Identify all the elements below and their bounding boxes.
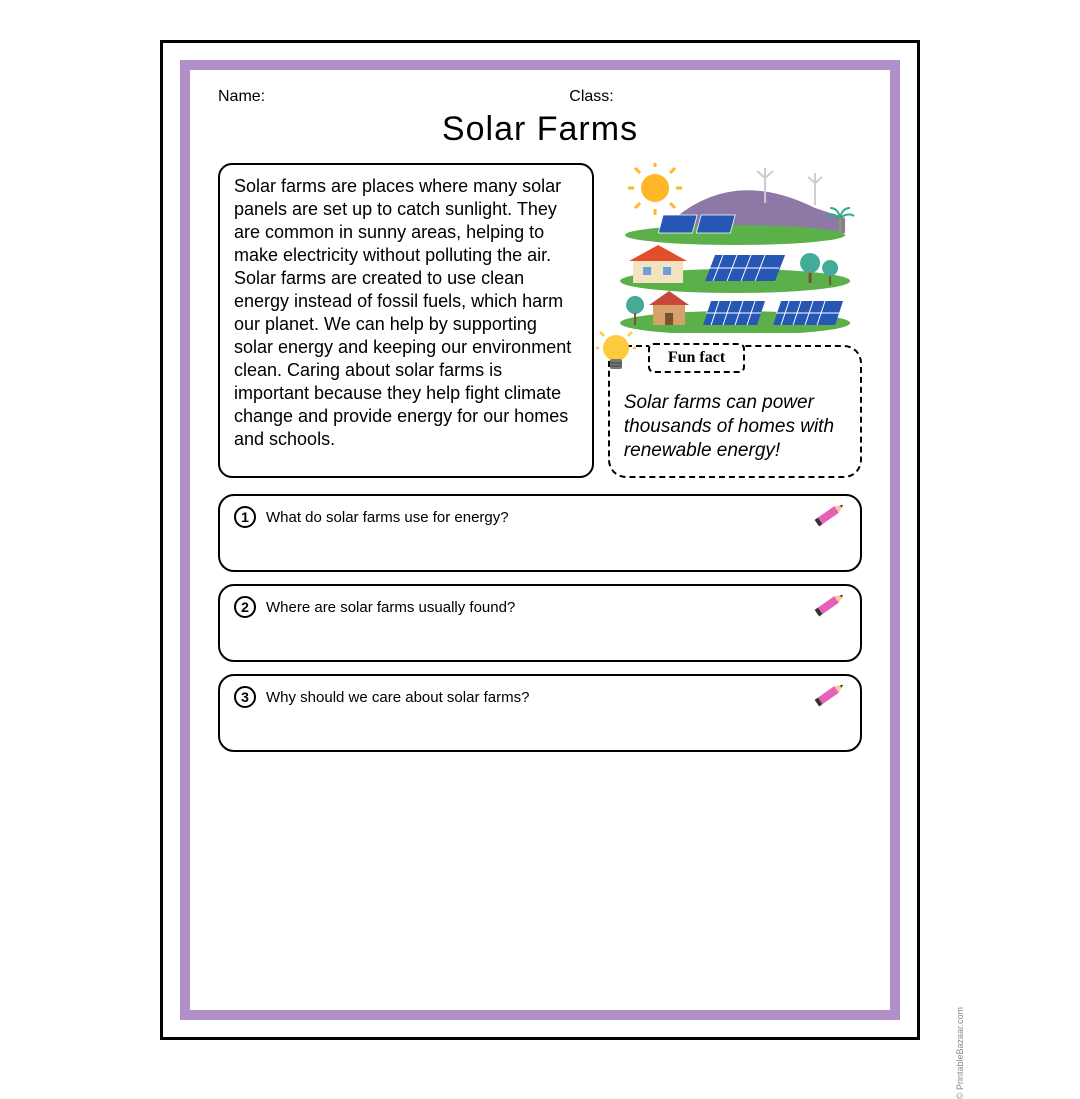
pencil-icon	[812, 500, 848, 528]
question-number: 2	[234, 596, 256, 618]
question-box-2[interactable]: 2 Where are solar farms usually found?	[218, 584, 862, 662]
class-field-label[interactable]: Class:	[569, 88, 862, 106]
header-row: Name: Class:	[218, 88, 862, 106]
content-row: Solar farms are places where many solar …	[218, 163, 862, 478]
question-text: Why should we care about solar farms?	[266, 689, 529, 706]
reading-passage: Solar farms are places where many solar …	[218, 163, 594, 478]
purple-border: Name: Class: Solar Farms Solar farms are…	[180, 60, 900, 1020]
fun-fact-label: Fun fact	[648, 343, 745, 373]
question-number: 1	[234, 506, 256, 528]
question-text: What do solar farms use for energy?	[266, 509, 509, 526]
question-number: 3	[234, 686, 256, 708]
solar-farm-illustration	[608, 163, 862, 333]
copyright-text: © PrintableBazaar.com	[955, 1007, 965, 1099]
questions-section: 1 What do solar farms use for energy?	[218, 494, 862, 752]
outer-frame: Name: Class: Solar Farms Solar farms are…	[160, 40, 920, 1040]
right-column: Fun fact Solar farms can power thousands…	[608, 163, 862, 478]
page-title: Solar Farms	[218, 110, 862, 149]
pencil-icon	[812, 680, 848, 708]
pencil-icon	[812, 590, 848, 618]
question-box-3[interactable]: 3 Why should we care about solar farms?	[218, 674, 862, 752]
worksheet-page: Name: Class: Solar Farms Solar farms are…	[190, 70, 890, 1010]
name-field-label[interactable]: Name:	[218, 88, 569, 106]
lightbulb-icon	[596, 331, 636, 377]
question-box-1[interactable]: 1 What do solar farms use for energy?	[218, 494, 862, 572]
fun-fact-box: Fun fact Solar farms can power thousands…	[608, 345, 862, 478]
question-text: Where are solar farms usually found?	[266, 599, 515, 616]
